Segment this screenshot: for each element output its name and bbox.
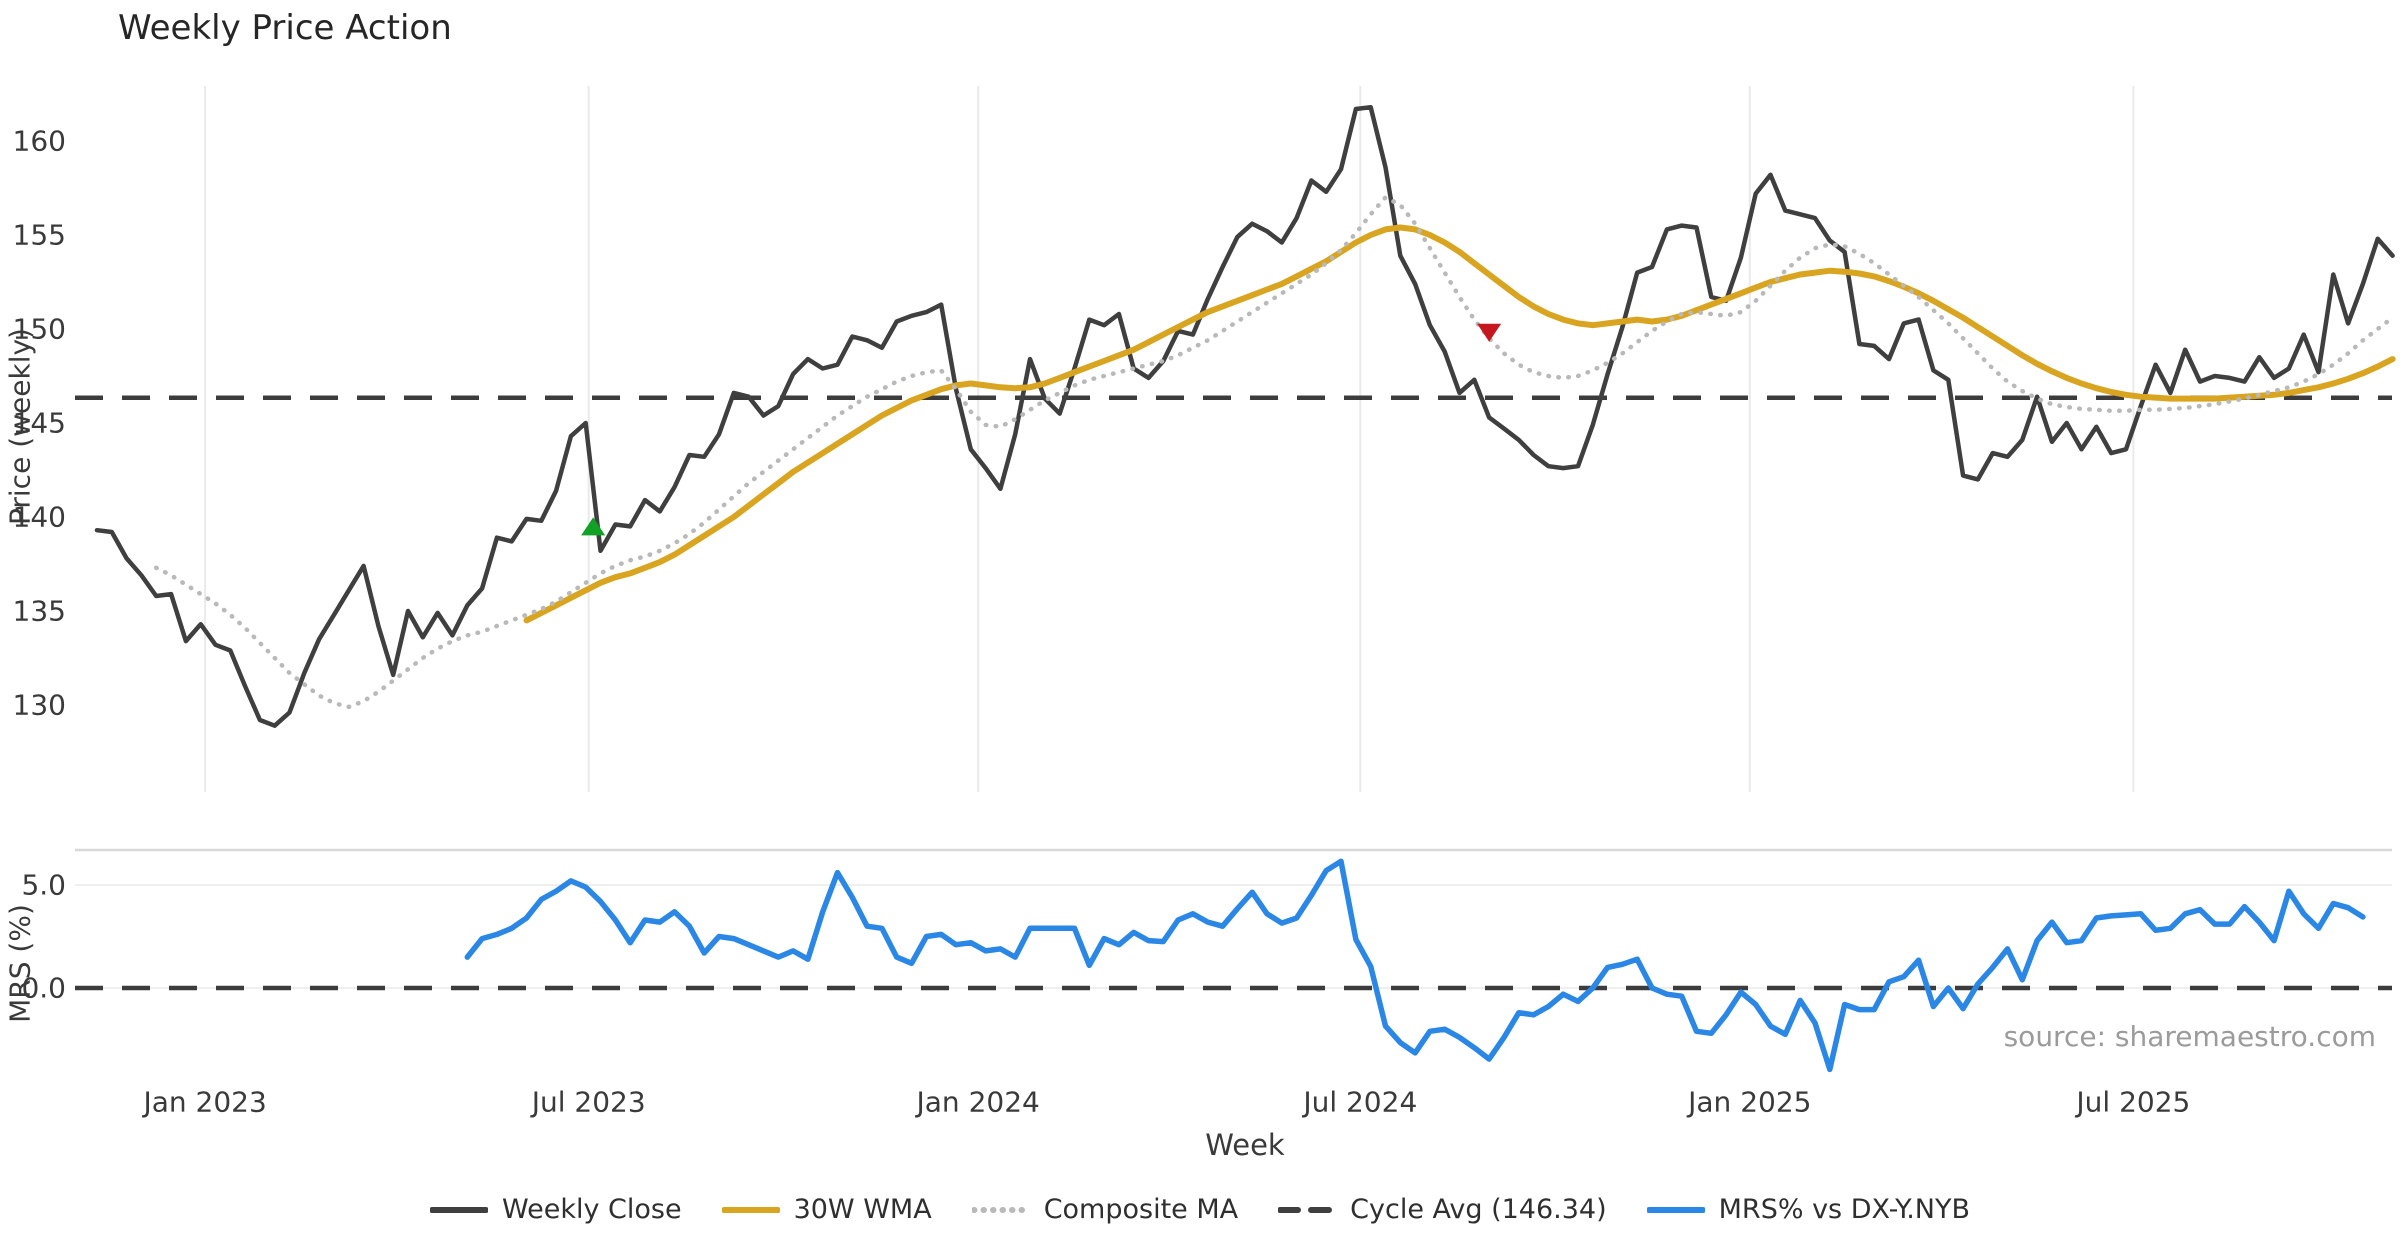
series-mrs-vs-dx-y-nyb [464, 858, 2366, 1073]
chart-title: Weekly Price Action [118, 8, 452, 48]
tick-label: 0.0 [21, 972, 66, 1005]
legend-swatch-cycle-avg-146-34- [1278, 1206, 1337, 1213]
tick-label: 150 [13, 313, 66, 346]
series-30w-wma [523, 224, 2396, 624]
x-axis-label: Week [1205, 1128, 1285, 1162]
legend-swatch-composite-ma [971, 1206, 1030, 1213]
chart-legend: Weekly Close 30W WMA Composite MA Cycle … [0, 1194, 2400, 1225]
tick-label: 145 [13, 407, 66, 440]
legend-label-weekly-close: Weekly Close [501, 1194, 682, 1225]
legend-item-mrs-vs-dx-y-nyb: MRS% vs DX-Y.NYB [1646, 1194, 1970, 1225]
price-axis-label: Price (weekly) [3, 328, 37, 525]
legend-item-30w-wma: 30W WMA [721, 1194, 932, 1225]
source-credit: source: sharemaestro.com [2003, 1020, 2376, 1053]
tick-label: Jul 2025 [2074, 1086, 2190, 1119]
tick-label: Jul 2024 [1301, 1086, 1417, 1119]
signal-markers [581, 323, 1502, 536]
mrs-panel-grid [75, 848, 2392, 989]
tick-label: 5.0 [21, 869, 66, 902]
tick-labels: 160 155 150 145 140 135 130 5.0 0.0 Jan 2023 Jul 2… [13, 125, 2191, 1119]
legend-item-cycle-avg-146-34-: Cycle Avg (146.34) [1278, 1194, 1607, 1225]
legend-label-composite-ma: Composite MA [1043, 1194, 1239, 1225]
tick-label: Jan 2025 [1686, 1086, 1811, 1119]
legend-item-composite-ma: Composite MA [971, 1194, 1239, 1225]
legend-swatch-30w-wma [721, 1206, 780, 1213]
buy-signal-marker [581, 517, 606, 536]
tick-label: Jul 2023 [530, 1086, 646, 1119]
gridlines [204, 86, 2135, 792]
tick-label: 135 [13, 595, 66, 628]
tick-label: 140 [13, 501, 66, 534]
tick-label: 160 [13, 125, 66, 158]
tick-label: 130 [13, 689, 66, 722]
legend-label-cycle-avg-146-34-: Cycle Avg (146.34) [1350, 1194, 1607, 1225]
legend-item-weekly-close: Weekly Close [429, 1194, 682, 1225]
tick-label: 155 [13, 219, 66, 252]
tick-label: Jan 2023 [141, 1086, 266, 1119]
legend-swatch-weekly-close [429, 1206, 488, 1213]
tick-label: Jan 2024 [915, 1086, 1040, 1119]
sell-signal-marker [1477, 323, 1502, 342]
legend-label-30w-wma: 30W WMA [793, 1194, 932, 1225]
series-composite-ma [153, 195, 2395, 710]
legend-swatch-mrs-vs-dx-y-nyb [1646, 1206, 1705, 1213]
reference-lines [75, 395, 2392, 991]
legend-label-mrs-vs-dx-y-nyb: MRS% vs DX-Y.NYB [1718, 1194, 1970, 1225]
mrs-axis-label: MRS (%) [3, 904, 37, 1023]
series-weekly-close [94, 104, 2395, 728]
